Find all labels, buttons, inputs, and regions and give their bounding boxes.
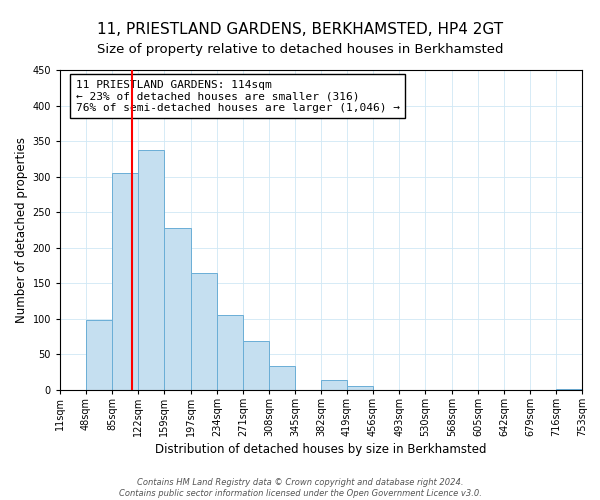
Bar: [217, 316, 243, 390]
Bar: [347, 386, 373, 390]
Bar: [269, 366, 295, 390]
Text: Contains HM Land Registry data © Crown copyright and database right 2024.
Contai: Contains HM Land Registry data © Crown c…: [119, 478, 481, 498]
Text: 11 PRIESTLAND GARDENS: 114sqm
← 23% of detached houses are smaller (316)
76% of : 11 PRIESTLAND GARDENS: 114sqm ← 23% of d…: [76, 80, 400, 113]
Bar: [321, 380, 347, 390]
X-axis label: Distribution of detached houses by size in Berkhamsted: Distribution of detached houses by size …: [155, 444, 487, 456]
Bar: [164, 228, 191, 390]
Bar: [556, 388, 582, 390]
Y-axis label: Number of detached properties: Number of detached properties: [15, 137, 28, 323]
Bar: [138, 150, 164, 390]
Text: 11, PRIESTLAND GARDENS, BERKHAMSTED, HP4 2GT: 11, PRIESTLAND GARDENS, BERKHAMSTED, HP4…: [97, 22, 503, 38]
Bar: [86, 320, 112, 390]
Bar: [112, 173, 138, 390]
Bar: [191, 272, 217, 390]
Text: Size of property relative to detached houses in Berkhamsted: Size of property relative to detached ho…: [97, 42, 503, 56]
Bar: [243, 341, 269, 390]
